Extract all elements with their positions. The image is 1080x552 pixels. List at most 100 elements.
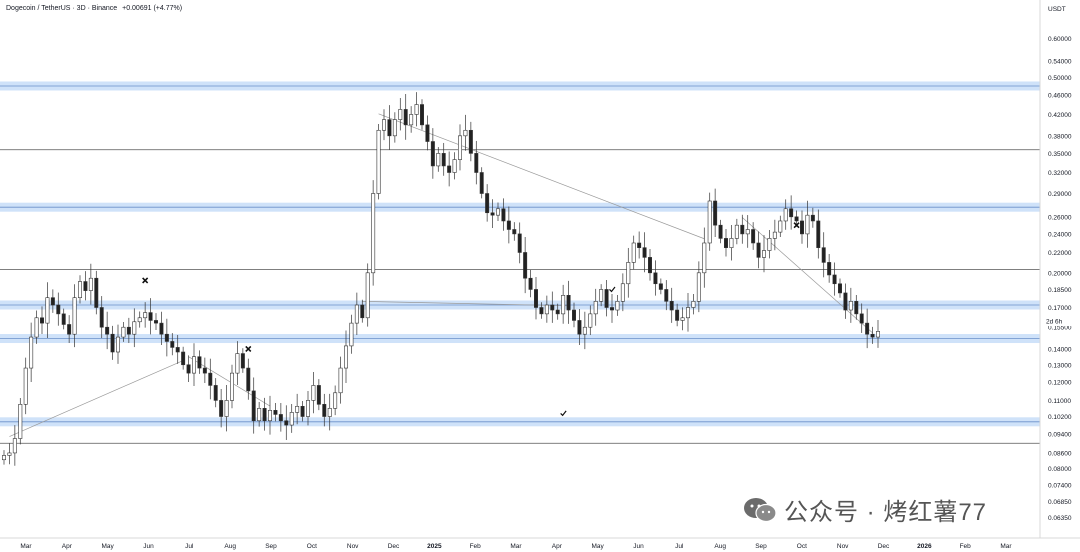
- candle: [707, 200, 712, 244]
- x-tick-label: Apr: [62, 543, 73, 550]
- trend-line: [9, 360, 184, 437]
- candle: [202, 367, 207, 374]
- candle: [230, 372, 234, 401]
- chart-title: Dogecoin / TetherUS · 3D · Binance +0.00…: [6, 5, 182, 12]
- candle: [756, 242, 761, 258]
- candle: [2, 455, 6, 461]
- x-tick-label: Jun: [633, 543, 644, 550]
- candle: [441, 153, 446, 167]
- cross-mark: [793, 222, 800, 229]
- trend-lines: [9, 113, 873, 437]
- candle: [832, 274, 837, 285]
- x-tick-label: Jul: [675, 543, 684, 550]
- candle: [197, 356, 202, 369]
- candle: [56, 304, 61, 315]
- candle: [344, 345, 348, 369]
- y-tick-label: 0.22000: [1048, 250, 1072, 257]
- candle: [458, 135, 462, 160]
- candle: [724, 238, 728, 248]
- y-tick-label: 0.32000: [1048, 170, 1072, 177]
- candle: [94, 277, 99, 308]
- candle: [34, 317, 39, 338]
- candle: [544, 304, 549, 315]
- candle: [631, 242, 636, 263]
- candle: [474, 153, 479, 173]
- annotations: [142, 222, 800, 417]
- y-tick-label: 0.15500: [1048, 325, 1072, 332]
- y-tick-label: 0.26000: [1048, 214, 1072, 221]
- candle: [306, 400, 310, 417]
- candle: [154, 320, 158, 324]
- candle: [615, 301, 620, 311]
- y-tick-label: 0.60000: [1048, 36, 1072, 43]
- time-axis[interactable]: Mar Apr May Jun Jul Aug Sep Oct Nov Dec 2025 Feb Mar…: [20, 543, 1012, 550]
- candle: [387, 119, 392, 137]
- x-tick-label: Jul: [185, 543, 194, 550]
- candle: [772, 231, 777, 239]
- y-tick-label: 0.08000: [1048, 466, 1072, 473]
- candle: [561, 294, 566, 315]
- candle: [838, 283, 842, 294]
- candle: [88, 277, 93, 291]
- candle: [273, 410, 278, 415]
- candle: [648, 257, 652, 274]
- candle: [528, 277, 533, 290]
- candle: [354, 304, 359, 324]
- x-tick-label: 2025: [427, 543, 442, 550]
- candle: [572, 309, 576, 321]
- y-tick-label: 0.29000: [1048, 191, 1072, 198]
- x-tick-label: Oct: [307, 543, 317, 550]
- y-tick-label: 0.54000: [1048, 58, 1072, 65]
- candle: [409, 114, 414, 126]
- candle: [778, 220, 783, 233]
- candle: [620, 283, 625, 302]
- candle: [490, 212, 495, 216]
- candle: [658, 283, 663, 290]
- candle: [403, 109, 408, 126]
- candle: [192, 356, 196, 374]
- candle: [224, 400, 229, 417]
- candle: [610, 307, 614, 311]
- candle: [268, 410, 272, 422]
- y-tick-label: 0.17000: [1048, 305, 1072, 312]
- candle: [876, 331, 880, 338]
- candle: [61, 313, 66, 325]
- wechat-icon: [744, 497, 777, 522]
- candle: [859, 313, 864, 324]
- horizontal-lines: [0, 149, 1040, 444]
- candle: [653, 272, 658, 285]
- candle: [251, 390, 256, 422]
- watermark-text: 公众号 · 烤红薯77: [784, 499, 988, 526]
- x-tick-label: Aug: [224, 543, 236, 550]
- candle: [110, 333, 115, 353]
- candle: [479, 172, 484, 194]
- y-tick-label: 0.14000: [1048, 346, 1072, 353]
- candle: [789, 208, 794, 218]
- x-tick-label: Apr: [552, 543, 563, 550]
- y-tick-label: 0.38000: [1048, 133, 1072, 140]
- candle: [447, 165, 452, 173]
- candle: [468, 129, 473, 154]
- candle: [506, 220, 511, 230]
- candle: [50, 297, 55, 306]
- candle: [539, 307, 544, 315]
- cross-mark: [142, 277, 149, 284]
- x-tick-label: Feb: [960, 543, 972, 550]
- candle: [534, 289, 538, 308]
- candle: [566, 294, 571, 311]
- candle: [240, 353, 245, 369]
- candle: [121, 326, 126, 338]
- candle: [810, 214, 815, 222]
- y-tick-label: 0.13000: [1048, 362, 1072, 369]
- candle: [517, 233, 522, 253]
- check-mark: [560, 410, 567, 417]
- candle: [821, 247, 826, 263]
- candle: [680, 317, 685, 321]
- y-tick-label: 0.11000: [1048, 398, 1071, 405]
- candle: [83, 281, 88, 291]
- candle: [582, 326, 587, 335]
- x-tick-label: Feb: [470, 543, 482, 550]
- price-axis[interactable]: 0.60000 0.54000 0.50000 0.46000 0.42000 0.380…: [1048, 36, 1072, 522]
- candle: [800, 220, 804, 235]
